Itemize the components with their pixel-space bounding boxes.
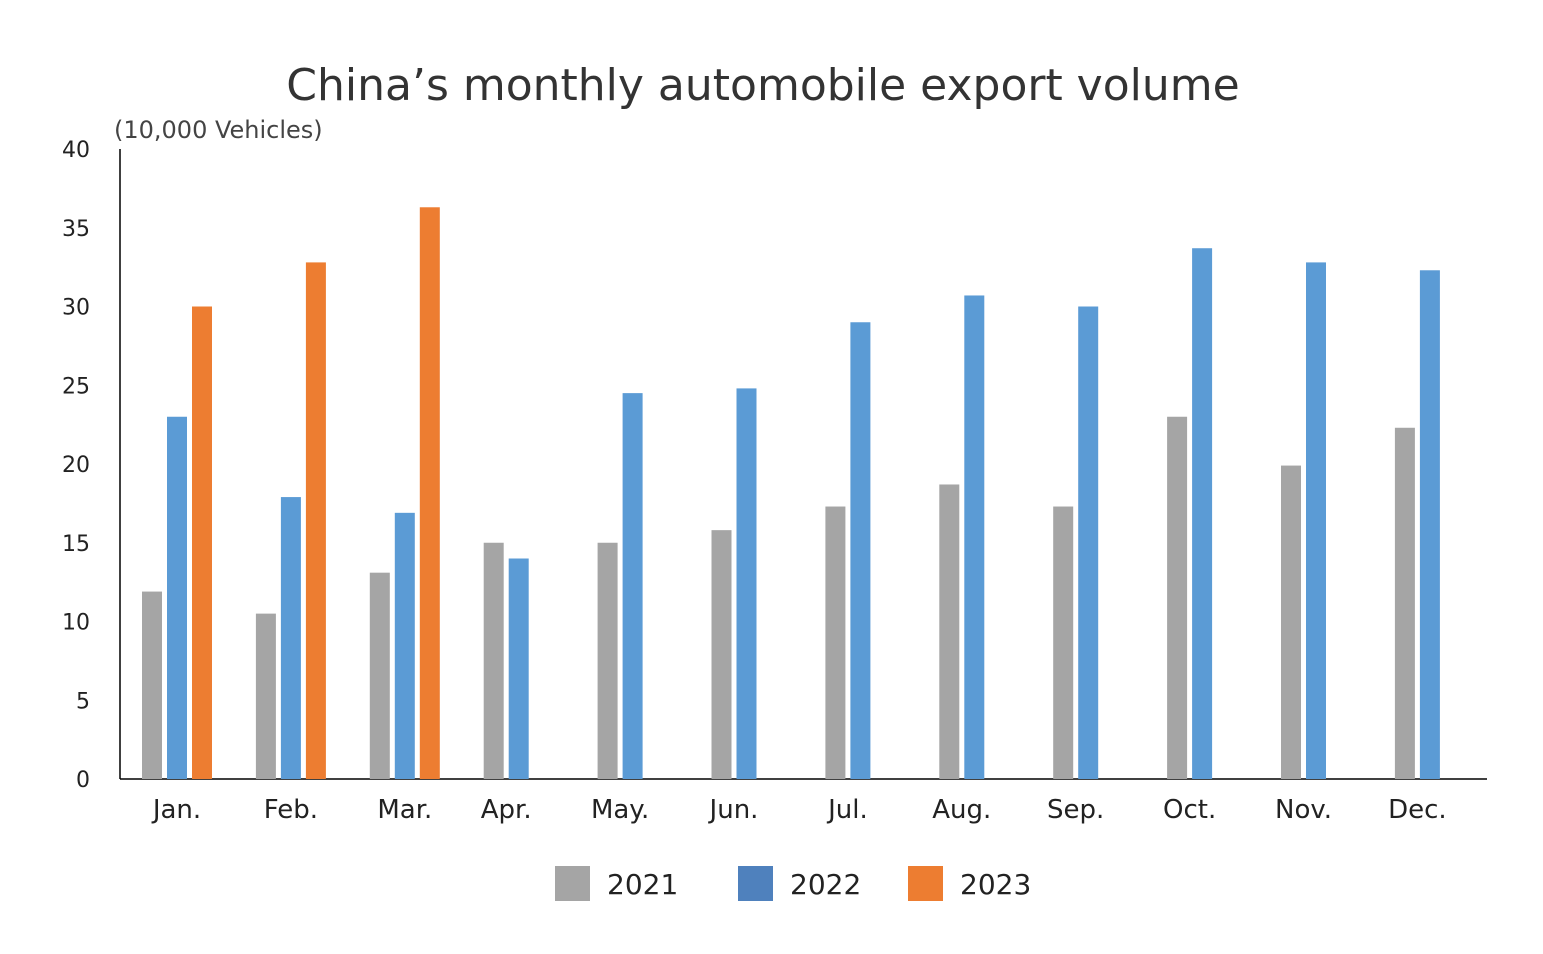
bar-2022-Mar xyxy=(394,512,415,779)
bar-2022-Jul xyxy=(850,322,871,779)
bar-2023-Feb xyxy=(305,262,326,779)
x-tick-label: Nov. xyxy=(1275,795,1332,825)
bar-2022-Jan xyxy=(167,416,187,779)
bar-2021-Sep xyxy=(1053,506,1074,779)
bar-2023-Mar xyxy=(419,207,440,779)
y-tick-label: 0 xyxy=(76,768,90,793)
x-tick-label: May. xyxy=(591,795,649,825)
bar-2022-Feb xyxy=(280,497,301,779)
x-tick-label: Sep. xyxy=(1047,795,1104,825)
x-tick-label: Jan. xyxy=(151,795,201,825)
bar-2021-Aug xyxy=(939,484,960,779)
y-tick-label: 5 xyxy=(76,689,90,714)
bar-2022-Apr xyxy=(508,558,529,779)
legend-label-2023: 2023 xyxy=(960,868,1031,901)
y-tick-label: 10 xyxy=(62,611,90,636)
legend-label-2021: 2021 xyxy=(607,868,678,901)
bar-2021-Jan xyxy=(142,591,162,779)
bar-2021-Oct xyxy=(1167,416,1188,779)
x-tick-label: Aug. xyxy=(932,795,991,825)
bar-2022-Dec xyxy=(1419,270,1440,779)
legend-label-2022: 2022 xyxy=(790,868,861,901)
bar-2021-Nov xyxy=(1281,465,1301,779)
y-tick-label: 15 xyxy=(62,532,90,557)
x-tick-label: Dec. xyxy=(1388,795,1447,825)
x-tick-label: Mar. xyxy=(377,795,432,825)
bar-2022-Aug xyxy=(964,295,985,779)
x-tick-label: Feb. xyxy=(264,795,318,825)
x-tick-label: Jun. xyxy=(708,795,759,825)
bar-2023-Jan xyxy=(192,306,212,779)
bar-2022-Nov xyxy=(1306,262,1326,779)
chart-title: China’s monthly automobile export volume xyxy=(286,60,1239,111)
bar-2022-Oct xyxy=(1192,248,1213,780)
bar-2021-Mar xyxy=(369,572,390,779)
x-tick-label: Apr. xyxy=(481,795,532,825)
y-tick-label: 20 xyxy=(62,453,90,478)
y-tick-label: 25 xyxy=(62,374,90,399)
bar-2021-Jul xyxy=(825,506,846,779)
y-tick-label: 35 xyxy=(62,217,90,242)
x-tick-label: Jul. xyxy=(826,795,868,825)
bar-2021-Jun xyxy=(711,530,732,779)
legend-swatch-2023 xyxy=(908,866,943,901)
y-tick-label: 40 xyxy=(62,138,90,163)
bar-2022-Jun xyxy=(736,388,757,779)
bar-2021-May xyxy=(597,542,618,779)
bar-2021-Apr xyxy=(483,542,504,779)
y-axis-unit-label: (10,000 Vehicles) xyxy=(114,116,323,144)
bar-2021-Feb xyxy=(255,613,276,779)
bar-2021-Dec xyxy=(1394,427,1415,779)
bar-2022-Sep xyxy=(1078,306,1099,779)
bar-2022-May xyxy=(622,393,643,779)
y-tick-label: 30 xyxy=(62,296,90,321)
legend-swatch-2021 xyxy=(555,866,590,901)
x-tick-label: Oct. xyxy=(1163,795,1216,825)
legend-swatch-2022 xyxy=(738,866,773,901)
